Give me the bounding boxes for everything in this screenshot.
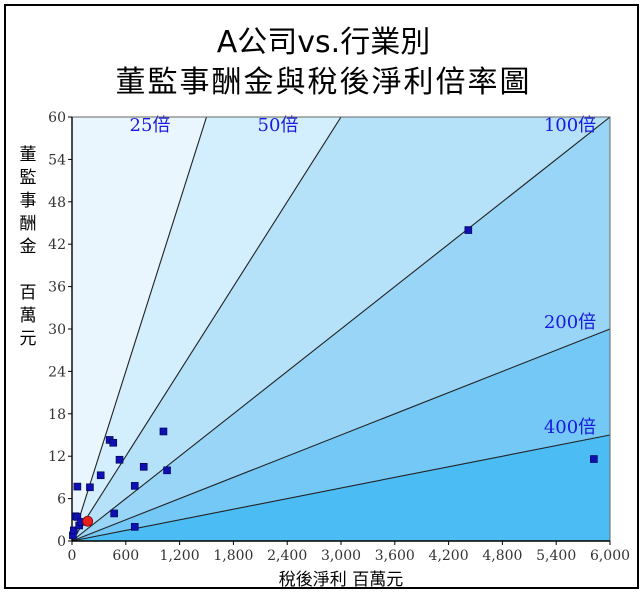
- data-point: [130, 523, 139, 531]
- data-point-highlight: [82, 515, 94, 527]
- y-tick-label: 6: [57, 492, 66, 508]
- y-tick-label: 60: [48, 110, 66, 126]
- ref-label-200: 200倍: [544, 312, 596, 333]
- data-point: [86, 483, 94, 492]
- ref-label-25: 25倍: [130, 115, 171, 136]
- data-point: [110, 509, 118, 518]
- y-tick-label: 36: [48, 280, 66, 296]
- ref-line-200: [71, 328, 611, 542]
- y-tick-label: 30: [48, 322, 66, 338]
- data-point: [139, 462, 148, 471]
- x-tick-label: 0: [68, 548, 77, 564]
- x-tick-label: 3,600: [375, 548, 415, 564]
- ref-label-400: 400倍: [544, 417, 596, 438]
- x-tick-label: 4,200: [429, 548, 469, 564]
- y-tick-label: 48: [48, 195, 66, 211]
- chart-title: A公司vs.行業別 董監事酬金與稅後淨利倍率圖: [6, 24, 641, 104]
- ref-label-50: 50倍: [258, 115, 299, 136]
- x-tick-label: 3,000: [321, 548, 361, 564]
- x-axis-title: 稅後淨利 百萬元: [279, 570, 403, 590]
- y-tick-label: 18: [48, 407, 66, 423]
- data-point: [96, 471, 105, 480]
- x-tick-label: 600: [112, 548, 139, 564]
- data-point: [73, 482, 82, 491]
- x-tick-label: 6,000: [590, 548, 630, 564]
- chart-title-line2: 董監事酬金與稅後淨利倍率圖: [115, 65, 532, 100]
- data-point: [159, 427, 168, 436]
- data-point: [163, 466, 171, 475]
- data-point: [115, 455, 124, 464]
- y-axis-title: 董監事酬金 百萬元: [20, 145, 37, 349]
- x-tick-label: 4,800: [482, 548, 522, 564]
- x-tick-label: 1,800: [213, 548, 253, 564]
- ref-line-100: [71, 116, 611, 542]
- chart-title-line1: A公司vs.行業別: [216, 25, 431, 60]
- data-point: [69, 526, 78, 535]
- x-tick-label: 2,400: [267, 548, 307, 564]
- y-tick-label: 54: [48, 152, 66, 168]
- ref-label-100: 100倍: [544, 115, 596, 136]
- y-tick-label: 0: [57, 534, 66, 550]
- ref-line-400: [71, 434, 611, 542]
- data-point: [130, 482, 139, 490]
- data-point: [590, 455, 598, 463]
- y-tick-label: 12: [48, 449, 66, 465]
- x-tick-label: 5,400: [536, 548, 576, 564]
- ref-line-25: [71, 116, 208, 542]
- y-tick-label: 42: [48, 237, 66, 253]
- data-point: [464, 226, 473, 234]
- ref-line-50: [71, 116, 342, 542]
- data-point: [109, 438, 118, 447]
- y-tick-label: 24: [48, 364, 66, 380]
- x-tick-label: 1,200: [160, 548, 200, 564]
